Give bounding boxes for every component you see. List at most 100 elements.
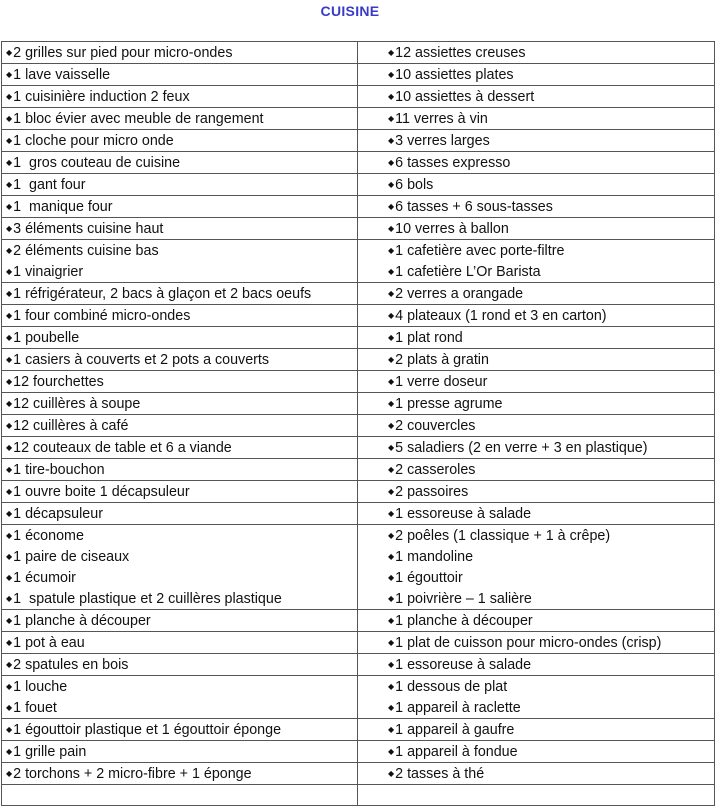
item-text: 1 verre doseur — [395, 374, 488, 390]
list-item: ◆1 planche à découper — [6, 610, 357, 631]
list-item: ◆1 gros couteau de cuisine — [6, 152, 357, 173]
diamond-bullet-icon: ◆ — [388, 136, 395, 145]
left-cell: ◆1 tire-bouchon — [1, 458, 358, 481]
item-text: 1 spatule plastique et 2 cuillères plast… — [13, 591, 282, 607]
item-text: 1 réfrigérateur, 2 bacs à glaçon et 2 ba… — [13, 286, 312, 302]
diamond-bullet-icon: ◆ — [388, 769, 395, 778]
diamond-bullet-icon: ◆ — [6, 638, 13, 647]
item-text: 1 bloc évier avec meuble de rangement — [13, 111, 264, 127]
list-item: ◆2 grilles sur pied pour micro-ondes — [6, 42, 357, 63]
diamond-bullet-icon: ◆ — [6, 333, 13, 342]
diamond-bullet-icon: ◆ — [6, 311, 13, 320]
diamond-bullet-icon: ◆ — [6, 769, 13, 778]
table-row: ◆3 éléments cuisine haut ◆10 verres à bal… — [1, 217, 715, 240]
diamond-bullet-icon: ◆ — [388, 509, 395, 518]
diamond-bullet-icon: ◆ — [388, 594, 395, 603]
item-text: 1 casiers à couverts et 2 pots a couvert… — [13, 352, 270, 368]
right-cell: ◆1 appareil à fondue — [357, 740, 715, 763]
right-cell: ◆1 essoreuse à salade — [357, 502, 715, 525]
table-row: ◆1 grille pain ◆1 appareil à fondue — [1, 740, 715, 763]
item-text: 6 tasses expresso — [395, 155, 511, 171]
item-text: 1 poivrière – 1 salière — [395, 591, 532, 607]
list-item: ◆1 manique four — [6, 196, 357, 217]
list-item: ◆5 saladiers (2 en verre + 3 en plastiqu… — [388, 437, 714, 458]
diamond-bullet-icon: ◆ — [388, 725, 395, 734]
diamond-bullet-icon: ◆ — [6, 703, 13, 712]
diamond-bullet-icon: ◆ — [388, 92, 395, 101]
list-item: ◆1 tire-bouchon — [6, 459, 357, 480]
list-item: ◆1 bloc évier avec meuble de rangement — [6, 108, 357, 129]
diamond-bullet-icon: ◆ — [6, 70, 13, 79]
list-item: ◆4 plateaux (1 rond et 3 en carton) — [388, 305, 714, 326]
left-cell: ◆1 cloche pour micro onde — [1, 129, 358, 152]
list-item: ◆2 spatules en bois — [6, 654, 357, 675]
item-text: 1 plat de cuisson pour micro-ondes (cris… — [395, 635, 662, 651]
table-row: ◆1 gros couteau de cuisine ◆6 tasses expr… — [1, 151, 715, 174]
list-item: ◆12 couteaux de table et 6 a viande — [6, 437, 357, 458]
table-row: ◆1 gant four ◆6 bols — [1, 173, 715, 196]
list-item: ◆1 verre doseur — [388, 371, 714, 392]
item-text: 1 plat rond — [395, 330, 463, 346]
diamond-bullet-icon: ◆ — [388, 747, 395, 756]
right-cell: ◆1 verre doseur — [357, 370, 715, 393]
item-text: 2 plats à gratin — [395, 352, 489, 368]
left-cell: ◆12 cuillères à soupe — [1, 392, 358, 415]
diamond-bullet-icon: ◆ — [6, 465, 13, 474]
item-text: 1 égouttoir — [395, 570, 463, 586]
list-item: ◆2 passoires — [388, 481, 714, 502]
item-text: 2 poêles (1 classique + 1 à crêpe) — [395, 528, 611, 544]
table-row: ◆1 planche à découper ◆1 planche à découp… — [1, 609, 715, 632]
right-cell: ◆2 passoires — [357, 480, 715, 503]
item-text: 1 essoreuse à salade — [395, 657, 532, 673]
list-item: ◆1 égouttoir — [388, 567, 714, 588]
list-item: ◆12 assiettes creuses — [388, 42, 714, 63]
list-item: ◆1 presse agrume — [388, 393, 714, 414]
table-row: ◆1 cloche pour micro onde ◆3 verres large… — [1, 129, 715, 152]
list-item: ◆1 spatule plastique et 2 cuillères plas… — [6, 588, 357, 609]
right-cell: ◆6 tasses expresso — [357, 151, 715, 174]
diamond-bullet-icon: ◆ — [388, 399, 395, 408]
item-text: 1 cafetière L’Or Barista — [395, 264, 541, 280]
diamond-bullet-icon: ◆ — [388, 333, 395, 342]
list-item: ◆6 bols — [388, 174, 714, 195]
item-text: 12 couteaux de table et 6 a viande — [13, 440, 232, 456]
list-item: ◆1 décapsuleur — [6, 503, 357, 524]
diamond-bullet-icon: ◆ — [6, 531, 13, 540]
table-row: ◆1 ouvre boite 1 décapsuleur ◆2 passoires — [1, 480, 715, 503]
list-item: ◆12 cuillères à soupe — [6, 393, 357, 414]
table-row: ◆2 spatules en bois ◆1 essoreuse à salade — [1, 653, 715, 676]
item-text: 2 tasses à thé — [395, 766, 485, 782]
item-text: 10 verres à ballon — [395, 221, 509, 237]
left-cell: ◆1 gant four — [1, 173, 358, 196]
item-text: 11 verres à vin — [395, 111, 488, 127]
list-item: ◆1 poubelle — [6, 327, 357, 348]
item-text: 1 cafetière avec porte-filtre — [395, 243, 565, 259]
item-text: 1 pot à eau — [13, 635, 85, 651]
table-row: ◆2 grilles sur pied pour micro-ondes ◆12 … — [1, 41, 715, 64]
diamond-bullet-icon: ◆ — [6, 421, 13, 430]
list-item: ◆2 couvercles — [388, 415, 714, 436]
diamond-bullet-icon: ◆ — [388, 421, 395, 430]
right-cell: ◆10 assiettes à dessert — [357, 85, 715, 108]
item-text: 1 appareil à fondue — [395, 744, 518, 760]
diamond-bullet-icon: ◆ — [388, 531, 395, 540]
list-item: ◆10 assiettes plates — [388, 64, 714, 85]
left-cell: ◆1 bloc évier avec meuble de rangement — [1, 107, 358, 130]
right-cell: ◆2 tasses à thé — [357, 762, 715, 785]
list-item: ◆6 tasses expresso — [388, 152, 714, 173]
diamond-bullet-icon: ◆ — [388, 114, 395, 123]
item-text: 1 mandoline — [395, 549, 474, 565]
diamond-bullet-icon: ◆ — [6, 246, 13, 255]
right-cell: ◆10 verres à ballon — [357, 217, 715, 240]
table-row: ◆2 torchons + 2 micro-fibre + 1 éponge ◆2… — [1, 762, 715, 785]
list-item: ◆1 cafetière avec porte-filtre — [388, 240, 714, 261]
left-cell: ◆12 cuillères à café — [1, 414, 358, 437]
right-cell: ◆1 plat rond — [357, 326, 715, 349]
item-text: 1 louche — [13, 679, 68, 695]
left-cell: ◆1 gros couteau de cuisine — [1, 151, 358, 174]
diamond-bullet-icon: ◆ — [6, 48, 13, 57]
diamond-bullet-icon: ◆ — [388, 355, 395, 364]
list-item: ◆1 four combiné micro-ondes — [6, 305, 357, 326]
list-item: ◆1 écumoir — [6, 567, 357, 588]
diamond-bullet-icon: ◆ — [6, 594, 13, 603]
